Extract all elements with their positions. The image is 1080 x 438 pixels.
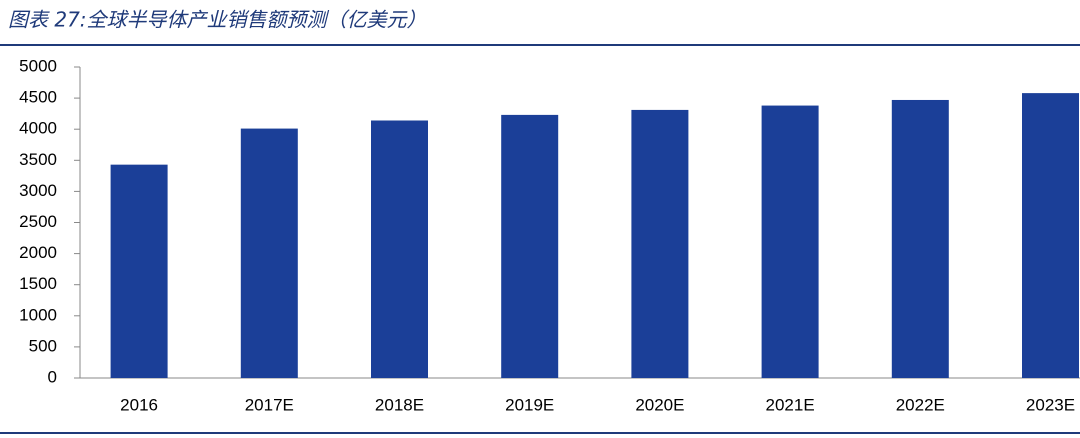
bar <box>1022 93 1079 379</box>
bar <box>371 120 428 378</box>
y-tick-label: 4000 <box>19 119 57 138</box>
y-tick-label: 2500 <box>19 212 57 231</box>
y-tick-label: 2000 <box>19 243 57 262</box>
chart-title: 图表 27:全球半导体产业销售额预测（亿美元） <box>8 8 427 32</box>
x-tick-label: 2017E <box>245 395 294 414</box>
x-tick-label: 2021E <box>766 395 815 414</box>
y-tick-label: 1000 <box>19 305 57 324</box>
bar <box>240 128 298 378</box>
bar <box>891 99 949 378</box>
y-tick-label: 5000 <box>19 56 57 75</box>
bar <box>501 114 559 379</box>
y-tick-label: 0 <box>48 367 57 386</box>
x-tick-label: 2022E <box>896 395 945 414</box>
x-tick-label: 2018E <box>375 395 424 414</box>
bar <box>761 105 819 379</box>
x-tick-label: 2023E <box>1026 395 1075 414</box>
y-tick-label: 500 <box>29 336 57 355</box>
x-tick-label: 2019E <box>505 395 554 414</box>
y-tick-label: 3500 <box>19 150 57 169</box>
y-tick-label: 4500 <box>19 88 57 107</box>
y-tick-label: 1500 <box>19 274 57 293</box>
bar <box>631 109 689 378</box>
x-tick-label: 2016 <box>120 395 158 414</box>
bar <box>110 164 168 378</box>
x-tick-label: 2020E <box>635 395 684 414</box>
y-tick-label: 3000 <box>19 181 57 200</box>
